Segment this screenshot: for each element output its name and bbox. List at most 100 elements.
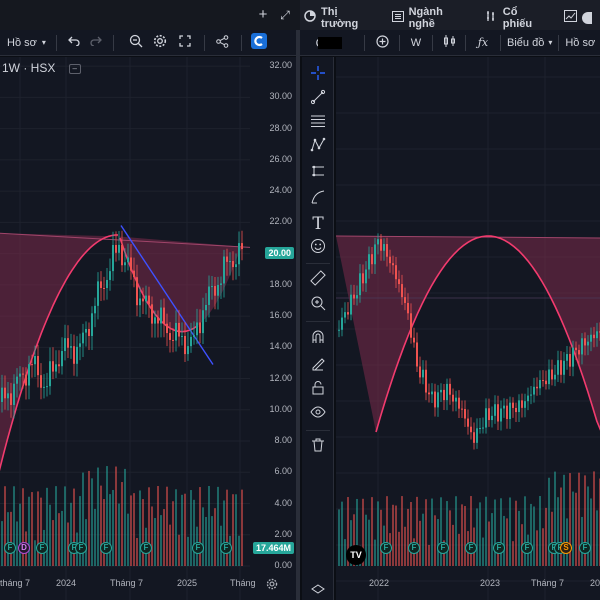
projection-tool[interactable] (306, 161, 330, 185)
fib-tool[interactable] (306, 111, 330, 135)
indicators-button[interactable]: ƒx (472, 30, 494, 56)
object-tree-tool[interactable] (306, 581, 330, 600)
pane-divider[interactable] (296, 30, 300, 600)
event-marker[interactable]: F (75, 542, 87, 554)
event-marker[interactable]: F (4, 542, 16, 554)
event-marker[interactable]: F (408, 542, 420, 554)
candle-body (136, 277, 138, 306)
candle-body (542, 380, 544, 382)
volume-bar (211, 516, 213, 566)
price-axis-label: 30.00 (269, 91, 292, 102)
candle-body (395, 265, 397, 280)
event-marker[interactable]: F (192, 542, 204, 554)
left-chart-pane[interactable] (0, 57, 250, 600)
volume-bar (515, 500, 517, 566)
candle-body (118, 244, 120, 253)
event-marker[interactable]: D (18, 542, 30, 554)
zoom-search-button[interactable] (124, 30, 148, 56)
event-marker[interactable]: F (493, 542, 505, 554)
event-marker[interactable]: F (437, 542, 449, 554)
candle-body (557, 360, 559, 375)
volume-bar (55, 486, 57, 566)
interval-button[interactable]: W (410, 36, 422, 49)
volume-bar (61, 510, 63, 566)
candle-body (377, 239, 379, 245)
right-chart-pane[interactable] (336, 57, 600, 600)
brush-tool[interactable] (306, 187, 330, 211)
volume-bar (545, 507, 547, 566)
pattern-tool[interactable] (306, 135, 330, 159)
profile-dropdown-right[interactable]: Hồ sơ (565, 30, 595, 56)
remove-tool[interactable] (306, 435, 330, 459)
volume-bar (52, 520, 54, 566)
volume-bar (217, 486, 219, 566)
candle-body (455, 397, 457, 402)
volume-bar (479, 502, 481, 566)
volume-bar (557, 497, 559, 566)
crosshair-tool[interactable] (306, 63, 330, 87)
stay-drawing-tool[interactable] (306, 353, 330, 377)
undo-button[interactable] (63, 30, 85, 56)
event-marker[interactable]: F (465, 542, 477, 554)
function-fx-icon: ƒx (477, 36, 489, 49)
volume-bar (1, 521, 3, 566)
emoji-tool[interactable] (306, 236, 330, 260)
unlock-icon (310, 380, 326, 401)
volume-bar (485, 496, 487, 566)
event-marker[interactable]: S (560, 542, 572, 554)
volume-bar (398, 531, 400, 566)
brush-icon (310, 189, 326, 210)
settings-button[interactable] (148, 30, 172, 56)
new-tab-button[interactable]: + (258, 6, 268, 23)
volume-bar (434, 515, 436, 566)
redo-button[interactable] (85, 30, 107, 56)
tab-chart[interactable] (556, 5, 600, 30)
volume-bar (199, 487, 201, 566)
chart-type-dropdown[interactable]: Biểu đồ ▾ (507, 30, 552, 56)
tab-industry[interactable]: Ngành nghề (384, 5, 478, 30)
compare-button[interactable] (371, 30, 393, 56)
candle-body (407, 302, 409, 314)
ruler-tool[interactable] (306, 268, 330, 292)
price-axis-label: 2.00 (274, 528, 292, 539)
fullscreen-button[interactable] (172, 30, 198, 56)
zoom-in-tool[interactable] (306, 293, 330, 317)
volume-bar (187, 536, 189, 566)
event-marker[interactable]: F (380, 542, 392, 554)
price-axis[interactable]: 32.00 30.00 28.00 26.00 24.00 22.00 20.00 18.00… (250, 57, 296, 600)
candle-body (365, 269, 367, 284)
candle-body (548, 369, 550, 385)
event-marker[interactable]: F (220, 542, 232, 554)
expand-button[interactable]: ⤢ (280, 8, 290, 22)
tab-stock[interactable]: Cổ phiếu (478, 5, 556, 30)
time-axis-label: Tháng 7 (110, 578, 144, 588)
magnet-tool[interactable] (306, 327, 330, 351)
hide-tool[interactable] (306, 402, 330, 426)
tab-chart-handle (582, 11, 592, 24)
event-marker[interactable]: F (521, 542, 533, 554)
event-marker[interactable]: F (579, 542, 591, 554)
candle-body (25, 374, 27, 386)
brand-logo-button[interactable] (248, 30, 270, 56)
event-marker[interactable]: F (100, 542, 112, 554)
share-button[interactable] (211, 30, 235, 56)
volume-bar (142, 499, 144, 566)
separator (112, 34, 114, 51)
candle-body (551, 369, 553, 380)
collapse-legend-button[interactable]: – (68, 63, 81, 74)
axis-settings-button[interactable] (266, 577, 278, 595)
volume-bar (356, 498, 358, 566)
profile-dropdown[interactable]: Hồ sơ ▾ (0, 30, 46, 56)
candle-body (166, 323, 168, 334)
candle-body (193, 335, 195, 337)
event-marker[interactable]: F (36, 542, 48, 554)
tab-market[interactable]: Thị trường (296, 5, 384, 30)
candle-body (566, 354, 568, 361)
trendline-tool[interactable] (306, 87, 330, 111)
lock-tool[interactable] (306, 378, 330, 402)
candle-body (121, 244, 123, 266)
event-marker[interactable]: F (140, 542, 152, 554)
text-tool[interactable]: T (306, 212, 330, 236)
volume-bar (500, 498, 502, 566)
candle-style-button[interactable] (439, 30, 459, 56)
